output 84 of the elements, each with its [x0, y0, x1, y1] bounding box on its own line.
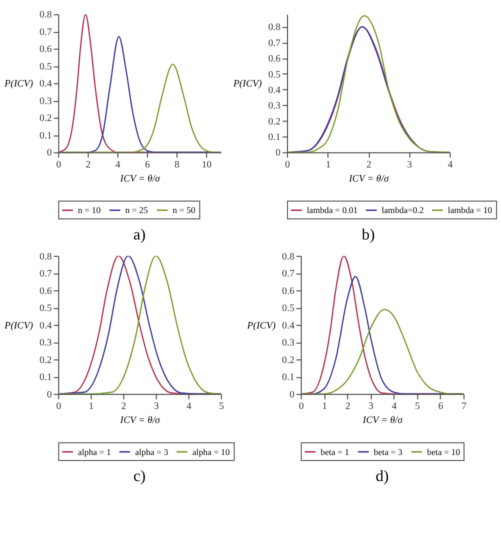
y-tick-label: 0.8	[282, 251, 294, 262]
y-tick-label: 0.5	[268, 69, 281, 80]
y-tick-label: 0.7	[268, 38, 281, 49]
x-tick-label: 0	[56, 160, 62, 171]
legend-label: n = 50	[172, 205, 196, 216]
text: c)	[133, 468, 146, 486]
x-tick-label: 1	[88, 401, 94, 412]
legend-label: beta = 3	[374, 446, 403, 457]
legend-label: alpha = 10	[192, 446, 230, 457]
y-tick-label: 0.8	[39, 251, 52, 262]
x-tick-label: 3	[407, 160, 412, 171]
y-tick-label: 0	[289, 389, 294, 400]
legend-label: lambda = 10	[448, 205, 493, 216]
y-tick-label: 0.7	[39, 268, 52, 280]
x-tick-label: 5	[218, 401, 224, 412]
y-tick-label: 0.4	[268, 84, 281, 96]
y-tick-label: 0.3	[268, 100, 281, 112]
y-tick-label: 0.1	[39, 372, 52, 384]
y-tick-label: 0.5	[282, 303, 294, 314]
x-axis-title: ICV = θ/σ	[119, 173, 162, 184]
legend-label: alpha = 3	[135, 446, 169, 457]
y-tick-label: 0.8	[39, 10, 52, 21]
x-tick-label: 7	[462, 401, 467, 412]
y-tick-label: 0.3	[39, 96, 52, 107]
x-tick-label: 0	[56, 401, 62, 412]
legend-label: alpha = 1	[78, 446, 111, 457]
y-tick-label: 0.4	[39, 320, 52, 332]
y-tick-label: 0.1	[268, 132, 281, 144]
y-axis-title: P(ICV)	[4, 320, 34, 332]
y-axis-title: P(ICV)	[4, 78, 34, 90]
x-tick-label: 4	[392, 401, 397, 412]
y-tick-label: 0	[46, 389, 52, 400]
legend-label: n = 25	[125, 205, 149, 216]
x-tick-label: 1	[326, 160, 331, 171]
y-tick-label: 0.4	[39, 78, 52, 90]
legend-label: lambda = 0.01	[306, 205, 358, 216]
legend-label: beta = 1	[320, 446, 350, 457]
x-axis-title: ICV = θ/σ	[362, 415, 404, 426]
y-tick-label: 0	[276, 148, 281, 159]
x-tick-label: 4	[448, 160, 453, 171]
x-tick-label: 6	[144, 160, 150, 171]
y-tick-label: 0.8	[268, 22, 281, 34]
x-tick-label: 0	[298, 401, 304, 412]
x-tick-label: 10	[202, 160, 212, 171]
y-tick-label: 0.4	[282, 320, 294, 332]
x-tick-label: 2	[366, 160, 372, 171]
x-tick-label: 3	[368, 401, 374, 412]
text: a)	[133, 226, 146, 244]
x-tick-label: 5	[415, 401, 420, 412]
x-tick-label: 4	[186, 401, 192, 412]
y-tick-label: 0.2	[268, 116, 281, 128]
y-tick-label: 0.6	[39, 44, 52, 56]
text: b)	[362, 226, 375, 244]
y-tick-label: 0.2	[39, 113, 52, 124]
y-tick-label: 0.1	[39, 130, 52, 142]
x-tick-label: 6	[438, 401, 444, 412]
text: d)	[376, 468, 389, 486]
y-tick-label: 0.7	[39, 26, 52, 38]
x-tick-label: 2	[345, 401, 350, 412]
x-tick-label: 2	[121, 401, 126, 412]
x-tick-label: 4	[115, 160, 120, 171]
y-axis-title: P(ICV)	[232, 78, 262, 90]
y-tick-label: 0.6	[39, 286, 52, 297]
y-tick-label: 0.2	[39, 354, 52, 366]
y-tick-label: 0.5	[39, 61, 52, 72]
x-axis-title: ICV = θ/σ	[348, 173, 390, 184]
x-tick-label: 8	[174, 160, 180, 171]
y-axis-title: P(ICV)	[246, 320, 276, 332]
x-tick-label: 3	[154, 401, 159, 412]
y-tick-label: 0	[46, 148, 52, 159]
y-tick-label: 0.2	[282, 354, 294, 366]
legend-label: n = 10	[78, 205, 102, 216]
legend-label: lambda=0.2	[382, 205, 424, 216]
y-tick-label: 0.5	[39, 303, 52, 314]
x-axis-title: ICV = θ/σ	[119, 415, 162, 426]
y-tick-label: 0.3	[282, 338, 294, 349]
x-tick-label: 1	[322, 401, 328, 412]
y-tick-label: 0.6	[268, 54, 281, 65]
y-tick-label: 0.3	[39, 338, 52, 349]
y-tick-label: 0.1	[282, 372, 294, 384]
x-tick-label: 2	[86, 160, 91, 171]
y-tick-label: 0.6	[282, 286, 294, 297]
legend-label: beta = 10	[427, 446, 461, 457]
y-tick-label: 0.7	[282, 268, 294, 280]
